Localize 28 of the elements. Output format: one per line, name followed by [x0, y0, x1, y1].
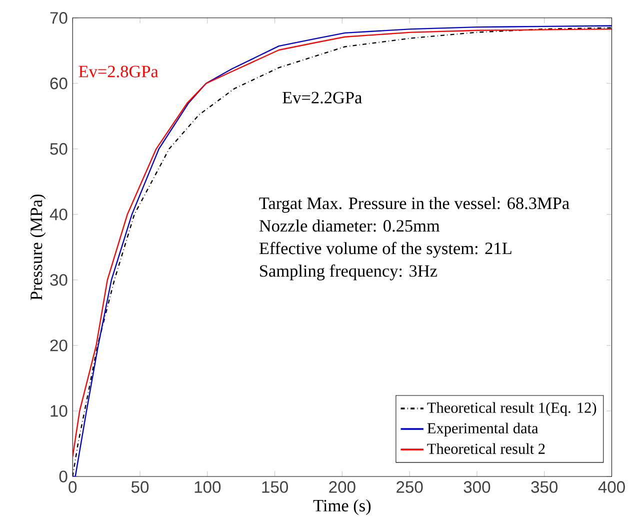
x-axis-title: Time (s)	[313, 499, 371, 515]
y-tick-label: 20	[50, 339, 68, 352]
x-tick-label: 50	[131, 481, 149, 493]
annotation: Targat Max. Pressure in the vessel: 68.3MPa	[259, 196, 570, 213]
legend-label: Experimental data	[427, 422, 538, 436]
x-tick-label: 200	[329, 481, 356, 493]
legend-label: Theoretical result 1(Eq. 12)	[427, 402, 596, 416]
x-tick-label: 150	[262, 481, 288, 493]
legend-label: Theoretical result 2	[427, 443, 545, 454]
y-tick-label: 60	[50, 77, 68, 90]
y-tick-label: 50	[50, 142, 68, 155]
x-tick-label: 300	[464, 481, 490, 493]
y-tick-label: 0	[59, 470, 68, 482]
x-tick-label: 250	[396, 481, 423, 493]
y-axis-title: Pressure (MPa)	[30, 194, 46, 300]
annotation: Ev=2.2GPa	[282, 92, 362, 104]
x-tick-label: 0	[68, 481, 77, 493]
annotation: Nozzle diameter: 0.25mm	[259, 219, 440, 232]
annotation: Effective volume of the system: 21L	[259, 242, 512, 258]
y-tick-label: 40	[50, 208, 68, 220]
annotation: Ev=2.8GPa	[78, 66, 158, 78]
annotation: Sampling frequency: 3Hz	[260, 264, 438, 280]
x-tick-label: 400	[598, 481, 625, 493]
y-tick-label: 70	[50, 12, 68, 24]
y-tick-label: 30	[50, 274, 68, 286]
x-tick-label: 100	[194, 481, 221, 493]
x-tick-label: 350	[531, 481, 558, 493]
y-tick-label: 10	[50, 405, 68, 417]
